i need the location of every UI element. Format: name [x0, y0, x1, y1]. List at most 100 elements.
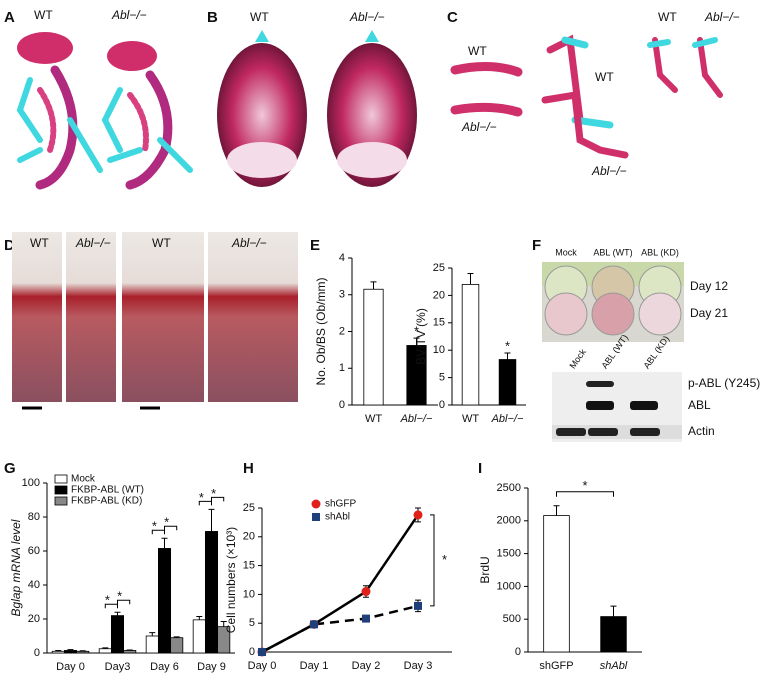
panel-labels: A B C D E F G H I: [4, 9, 541, 477]
y-tick-label: 25: [243, 502, 255, 514]
image-label: Abl−/−: [461, 120, 497, 134]
significance-bracket: [211, 496, 225, 502]
y-axis-label: Cell numbers (×10³): [224, 527, 238, 633]
image-label: Day 21: [690, 306, 728, 320]
y-axis-label: BrdU: [478, 556, 492, 583]
y-tick-label: 5: [439, 372, 445, 384]
significance-label: *: [199, 490, 204, 505]
bar: [192, 619, 206, 654]
plate-image: [542, 262, 684, 442]
legend-swatch: [54, 485, 68, 495]
bar: [110, 615, 125, 654]
bar: [145, 635, 159, 654]
series-line: [261, 514, 420, 654]
significance-label: *: [117, 589, 122, 604]
image-label: WT: [152, 236, 171, 250]
error-bar: [467, 272, 474, 285]
y-tick-label: 20: [433, 289, 445, 301]
x-tick-label: WT: [365, 413, 382, 425]
panel-label: I: [478, 460, 482, 477]
error-bar: [161, 537, 168, 549]
bar: [498, 359, 517, 406]
panel-label: B: [207, 9, 218, 26]
marker: [362, 614, 370, 623]
significance-label: *: [414, 324, 419, 339]
significance-label: *: [211, 486, 216, 501]
y-tick-label: 2000: [497, 515, 521, 527]
y-tick-label: 20: [243, 531, 255, 543]
significance-bracket: [164, 525, 178, 531]
bar: [363, 288, 384, 406]
legend-swatch: [54, 496, 68, 506]
image-label: Day 12: [690, 279, 728, 293]
error-bar: [370, 281, 377, 290]
significance-bracket: [117, 599, 131, 605]
error-bar: [114, 611, 121, 616]
x-tick-label: Day 0: [56, 661, 85, 673]
x-tick-label: Day 0: [248, 660, 277, 672]
x-tick-label: Abl−/−: [491, 413, 524, 425]
y-tick-label: 1500: [497, 548, 521, 560]
image-label: p-ABL (Y245): [688, 376, 760, 390]
significance-label: *: [582, 478, 587, 493]
image-label: WT: [595, 70, 614, 84]
marker: [413, 510, 423, 520]
bar: [76, 650, 90, 654]
skull-image: [217, 30, 417, 187]
significance-label: *: [152, 519, 157, 534]
error-bar: [67, 649, 74, 651]
image-label: Mock: [555, 247, 577, 257]
bar: [98, 648, 112, 654]
y-tick-label: 1: [339, 362, 345, 374]
x-tick-label: Abl−/−: [400, 413, 433, 425]
bar: [204, 531, 219, 654]
x-tick-label: Day3: [105, 661, 131, 673]
y-tick-label: 25: [433, 262, 445, 274]
error-bar: [610, 605, 617, 617]
bar: [543, 515, 570, 653]
significance-label: *: [442, 552, 447, 567]
x-tick-label: shAbl: [600, 660, 628, 672]
panel-label: G: [4, 460, 16, 477]
y-tick-label: 1000: [497, 580, 521, 592]
legend-label: Mock: [71, 474, 96, 485]
x-tick-label: WT: [462, 413, 479, 425]
image-label: WT: [468, 44, 487, 58]
bar: [170, 637, 184, 654]
bar: [51, 650, 65, 654]
image-label: Abl−/−: [704, 10, 740, 24]
x-tick-label: Day 2: [352, 660, 381, 672]
error-bar: [413, 337, 420, 346]
y-tick-label: 0: [515, 646, 521, 658]
legend-label: shAbl: [325, 512, 350, 523]
y-tick-label: 0: [339, 399, 345, 411]
y-tick-label: 500: [503, 613, 521, 625]
bone-image: [450, 34, 723, 159]
y-tick-label: 15: [433, 317, 445, 329]
y-tick-label: 5: [249, 617, 255, 629]
panel-label: E: [310, 237, 320, 254]
y-tick-label: 0: [249, 646, 255, 658]
x-tick-label: Day 9: [197, 661, 226, 673]
bar: [461, 284, 480, 406]
panel-label: H: [243, 460, 254, 477]
bar: [600, 616, 627, 653]
y-tick-label: 2: [339, 325, 345, 337]
error-bar: [102, 647, 109, 649]
panel-label: C: [447, 9, 458, 26]
error-bar: [173, 636, 180, 638]
error-bar: [208, 508, 215, 532]
legend-label: FKBP-ABL (KD): [71, 496, 142, 507]
y-tick-label: 0: [439, 399, 445, 411]
legend-marker: [312, 513, 320, 521]
bar: [157, 548, 172, 654]
x-tick-label: Day 1: [300, 660, 329, 672]
marker: [414, 601, 422, 610]
marker: [361, 587, 371, 597]
panel-label: F: [532, 237, 541, 254]
legend-label: FKBP-ABL (WT): [71, 485, 144, 496]
y-tick-label: 15: [243, 560, 255, 572]
x-tick-label: shGFP: [539, 660, 573, 672]
y-tick-label: 40: [28, 579, 40, 591]
